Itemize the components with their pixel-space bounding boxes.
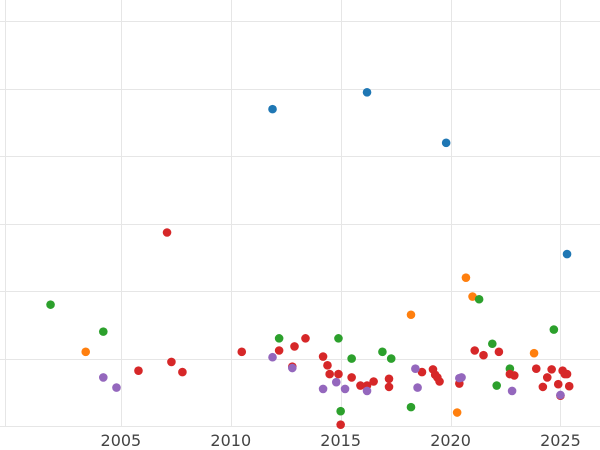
scatter-point [134,366,143,376]
scatter-point [98,373,108,382]
scatter-point [288,363,297,373]
scatter-point [331,377,341,387]
scatter-point [562,249,572,259]
scatter-point [435,377,444,386]
grid [0,0,600,427]
scatter-point [562,369,572,379]
x-tick-label: 2010 [210,431,251,450]
scatter-point [178,367,187,377]
scatter-point [461,273,471,282]
scatter-point [274,334,284,343]
scatter-point [362,386,372,396]
scatter-point [81,347,91,357]
scatter-point [452,408,462,417]
scatter-point [162,228,172,237]
scatter-point [507,386,517,396]
scatter-point [318,384,328,394]
scatter-point [457,373,466,382]
scatter-point [542,373,552,382]
x-axis-ticks: 2005 2010 2015 2020 2025 [101,431,581,450]
x-tick-label: 2015 [320,431,361,450]
scatter-point [474,294,484,304]
scatter-point [531,364,541,373]
scatter-point [369,377,378,386]
scatter-point [340,384,350,394]
scatter-point [347,354,356,363]
scatter-point [553,379,563,389]
scatter-point [406,402,416,412]
scatter-point [549,325,559,334]
scatter-point [237,347,247,357]
scatter-point [411,364,420,373]
scatter-point [509,371,519,380]
scatter-point [323,361,332,370]
scatter-point [290,342,299,351]
scatter-point [384,382,394,392]
scatter-point [494,347,504,357]
scatter-point [479,350,488,360]
x-tick-label: 2025 [540,431,581,450]
scatter-point [347,373,356,382]
scatter-point [301,334,310,343]
scatter-point [492,381,502,390]
scatter-point [336,420,345,429]
scatter-point [468,292,477,301]
scatter-point [325,369,334,379]
scatter-point [98,327,108,336]
scatter-point [167,357,176,367]
scatter-point [547,365,556,374]
x-tick-label: 2020 [430,431,471,450]
scatter-point [336,406,345,416]
scatter-point [112,383,121,392]
scatter-point [556,390,565,400]
scatter-point [386,354,396,363]
scatter-point [564,381,574,391]
scatter-point [334,369,343,379]
scatter-point [529,348,539,358]
scatter-point [268,352,277,362]
data-points [46,87,574,429]
scatter-point [413,383,422,392]
scatter-point [268,104,277,114]
scatter-point [318,352,328,361]
scatter-point [46,300,55,309]
scatter-point [274,346,284,355]
scatter-point [417,367,427,377]
x-tick-label: 2005 [101,431,142,450]
scatter-point [334,334,343,343]
scatter-point [362,87,372,97]
scatter-point [384,374,394,384]
scatter-point [488,339,497,349]
scatter-point [441,138,451,148]
scatter-point [470,346,480,355]
scatter-point [378,347,387,357]
scatter-point [356,381,365,390]
scatter-point [538,382,548,392]
scatter-point [406,310,416,320]
